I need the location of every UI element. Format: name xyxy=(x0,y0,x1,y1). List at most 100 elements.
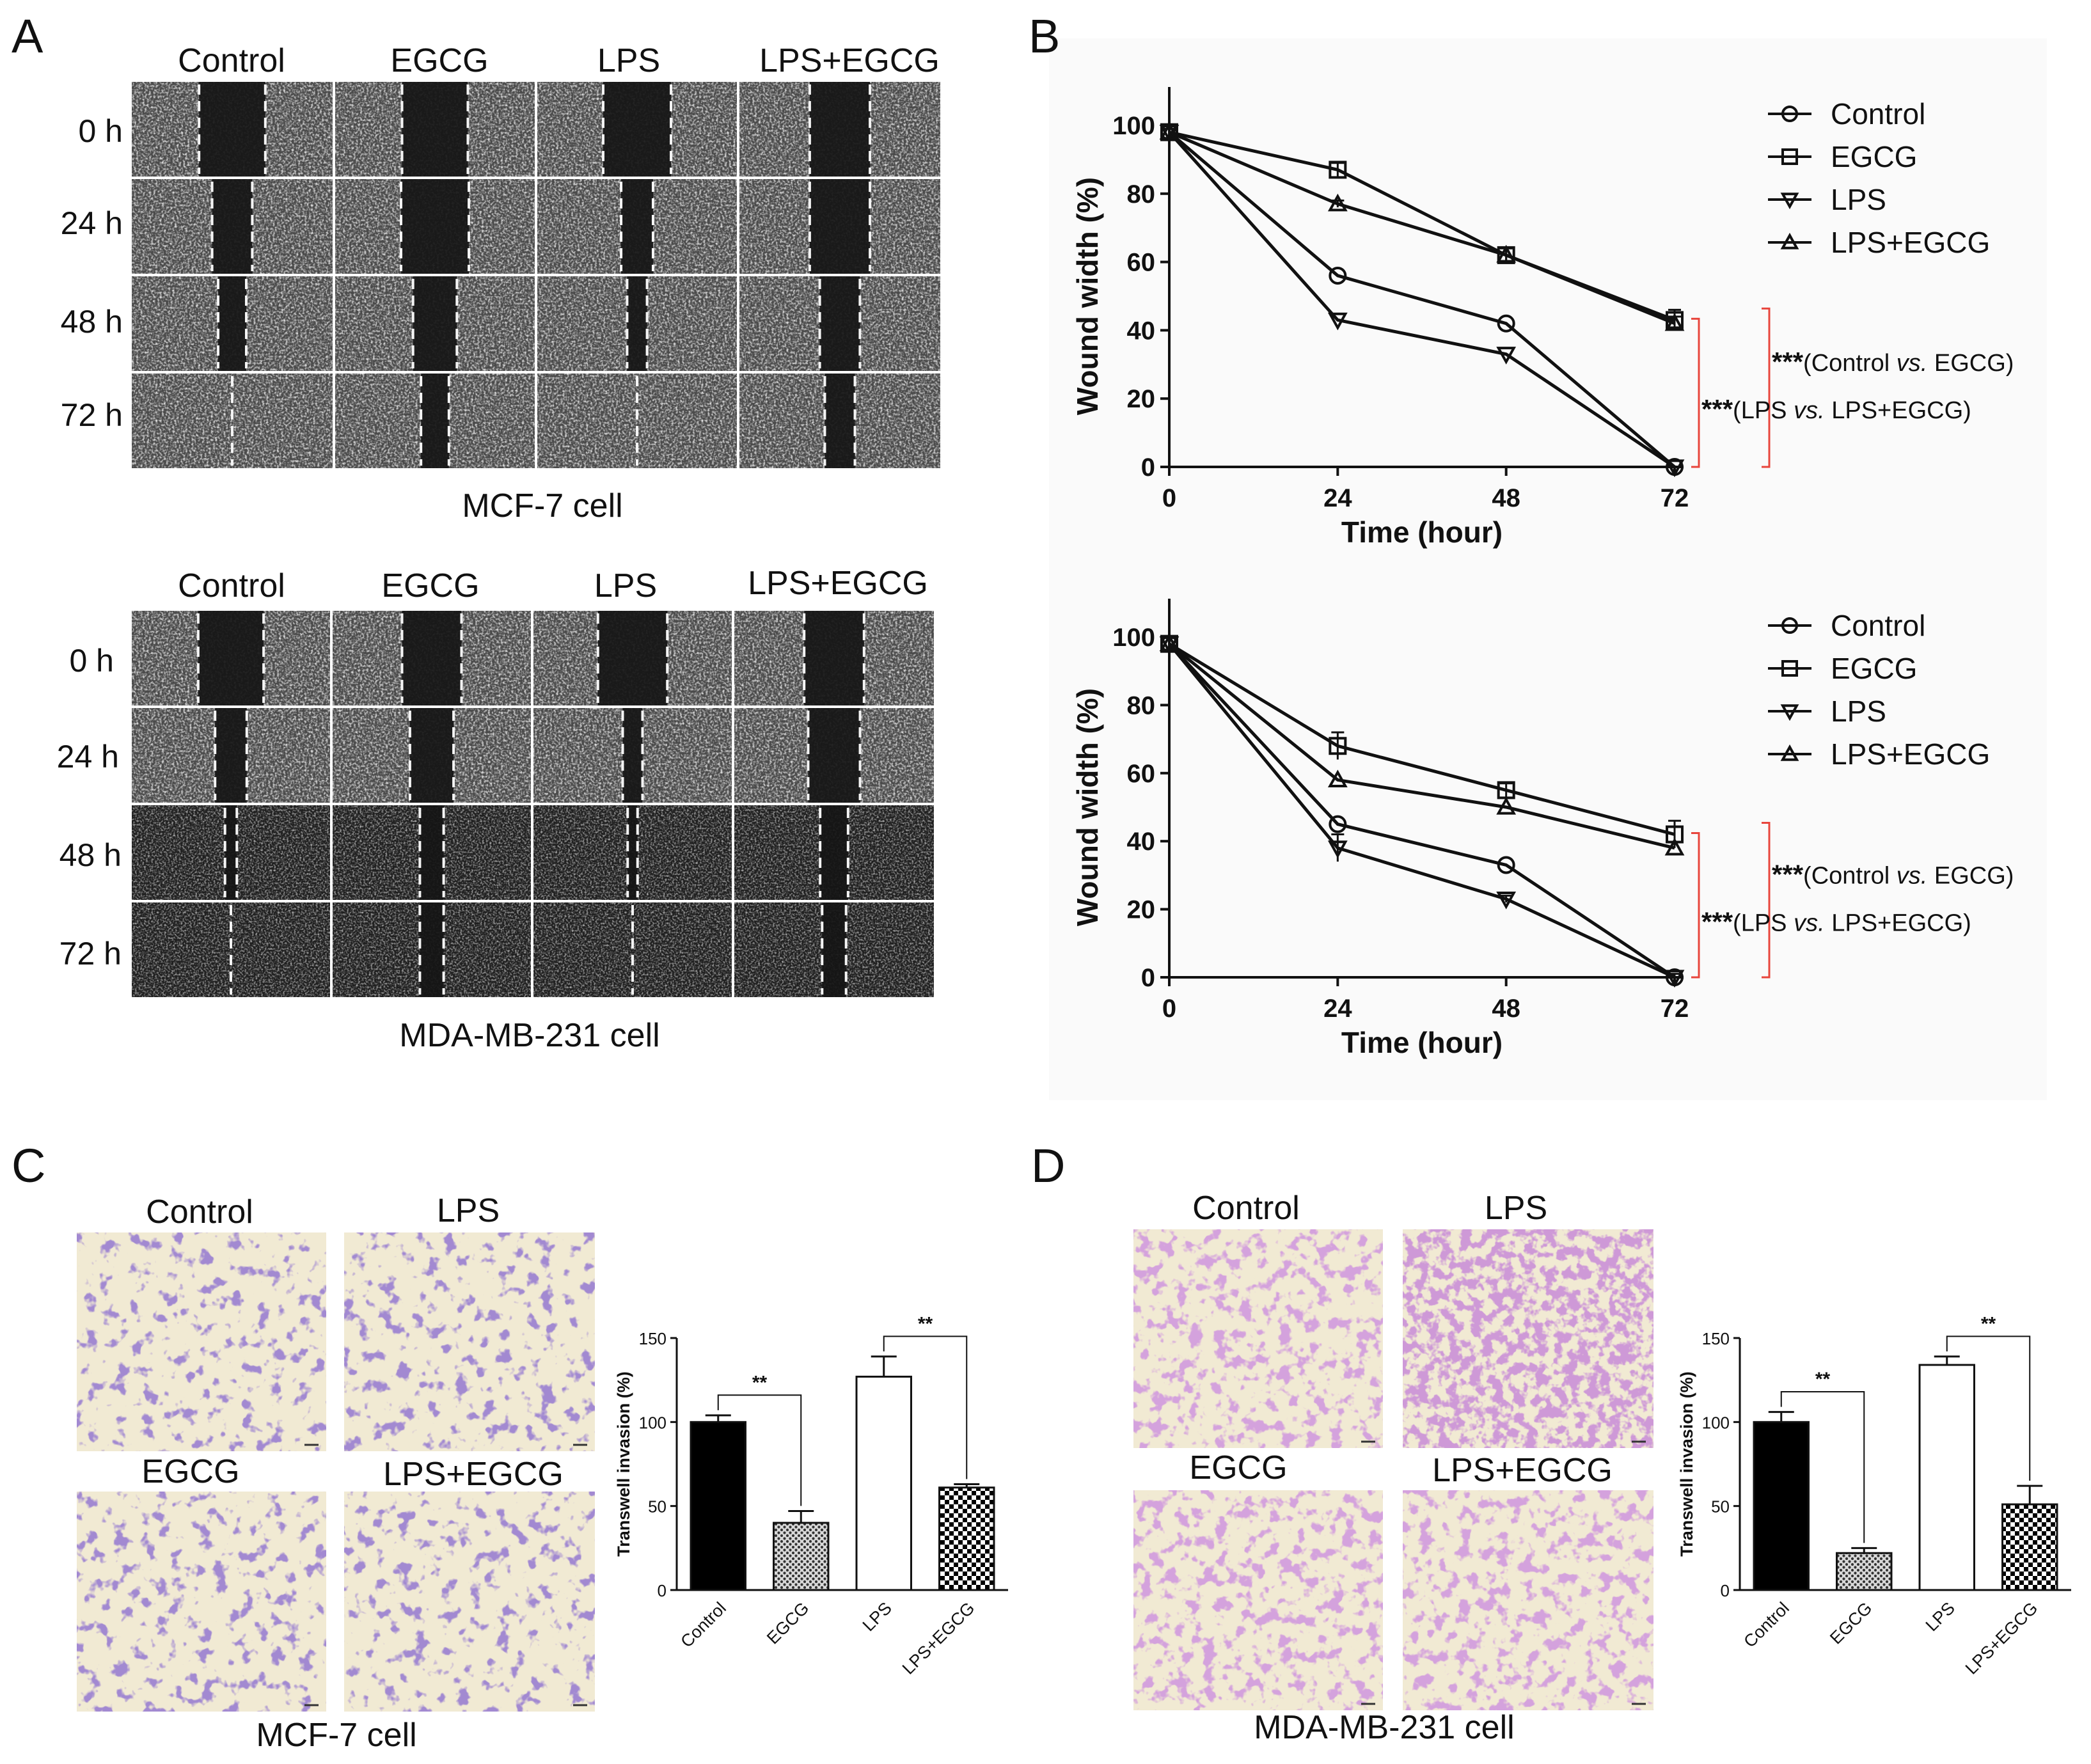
wound-gap xyxy=(413,276,457,371)
y-tick-label: 50 xyxy=(1711,1497,1730,1516)
series-line xyxy=(1169,130,1675,326)
caption-mda-wound: MDA-MB-231 cell xyxy=(399,1017,659,1054)
panel-letter-c: C xyxy=(12,1139,45,1192)
y-tick-label: 0 xyxy=(1721,1581,1730,1600)
data-point-triangle-down xyxy=(1780,704,1799,721)
series-line xyxy=(1168,642,1675,836)
wound-gap xyxy=(627,805,638,900)
panel-a: A Control EGCG LPS LPS+EGCG 0 h 24 h 48 … xyxy=(12,10,940,1054)
data-point-triangle-down xyxy=(1780,193,1799,210)
y-tick-label: 60 xyxy=(1127,760,1156,788)
significance-stars: *** xyxy=(1772,347,1804,377)
stained-cells xyxy=(77,1232,326,1451)
wound-gap xyxy=(402,82,468,177)
x-category-label: LPS xyxy=(1922,1598,1959,1635)
wound-gap xyxy=(808,708,860,803)
y-tick-label: 60 xyxy=(1127,249,1156,277)
bar xyxy=(2001,1503,2058,1591)
micrograph-texture xyxy=(132,902,330,997)
grid-header-control: Control xyxy=(178,42,285,79)
significance-vs: vs. xyxy=(1897,350,1928,377)
wound-gap xyxy=(420,805,444,900)
significance-text: LPS+EGCG) xyxy=(1825,397,1971,424)
caption-mcf7-transwell: MCF-7 cell xyxy=(256,1717,416,1754)
image-label-lps: LPS xyxy=(437,1192,500,1229)
legend-label: LPS+EGCG xyxy=(1831,226,1990,259)
wound-gap xyxy=(225,805,237,900)
y-tick-label: 50 xyxy=(648,1497,667,1516)
data-point-triangle-up xyxy=(1159,633,1180,652)
wound-gap xyxy=(212,179,253,274)
significance-label: ***(Control vs. EGCG) xyxy=(1772,347,2014,377)
stained-cells xyxy=(77,1492,326,1712)
micrograph-grid-mcf7 xyxy=(132,82,940,468)
series-line xyxy=(1168,643,1676,979)
grid-header-egcg: EGCG xyxy=(381,567,479,604)
wound-gap xyxy=(621,179,653,274)
x-tick-label: 0 xyxy=(1162,484,1176,512)
panel-c: C Control LPS EGCG LPS+EGCG MCF-7 cell 0… xyxy=(12,1139,1008,1754)
significance-stars: *** xyxy=(1701,906,1733,936)
significance-stars: ** xyxy=(1815,1369,1831,1390)
grid-row-label: 72 h xyxy=(61,397,123,433)
wound-gap xyxy=(603,82,672,177)
micrograph-texture xyxy=(537,374,737,468)
data-point-square xyxy=(1329,737,1347,755)
wound-gap xyxy=(809,179,871,274)
wound-gap xyxy=(820,805,848,900)
x-axis-title: Time (hour) xyxy=(1341,516,1503,549)
y-axis-title: Wound width (%) xyxy=(1071,688,1104,926)
y-axis-title: Wound width (%) xyxy=(1071,177,1104,415)
bar xyxy=(1753,1421,1810,1591)
x-tick-label: 48 xyxy=(1492,995,1520,1023)
significance-bracket xyxy=(1780,1391,1865,1543)
y-tick-label: 0 xyxy=(1141,453,1155,482)
micrograph-texture xyxy=(533,902,732,997)
significance-text: LPS+EGCG) xyxy=(1825,910,1971,936)
y-axis-title: Transwell invasion (%) xyxy=(614,1371,633,1557)
x-category-label: LPS+EGCG xyxy=(1962,1598,2042,1678)
caption-mda-transwell: MDA-MB-231 cell xyxy=(1254,1709,1514,1746)
grid-row-label: 24 h xyxy=(57,739,119,775)
wound-gap xyxy=(402,611,462,705)
image-label-control: Control xyxy=(1192,1190,1300,1227)
significance-label: ***(LPS vs. LPS+EGCG) xyxy=(1701,394,1971,424)
data-point-triangle-down xyxy=(1664,459,1685,478)
data-point-triangle-down xyxy=(1664,970,1685,988)
x-tick-label: 72 xyxy=(1661,484,1689,512)
micrograph-grid-mda xyxy=(132,611,934,997)
y-tick-label: 80 xyxy=(1127,691,1156,720)
wound-gap xyxy=(819,276,860,371)
grid-row-label: 48 h xyxy=(61,304,123,340)
grid-row-label: 0 h xyxy=(78,113,123,149)
significance-bracket xyxy=(883,1335,968,1479)
wound-gap xyxy=(421,374,449,468)
legend-label: Control xyxy=(1831,97,1925,130)
grid-row-label: 48 h xyxy=(59,837,122,873)
data-point-circle xyxy=(1781,617,1798,634)
legend-label: EGCG xyxy=(1831,140,1917,173)
y-tick-label: 0 xyxy=(658,1581,667,1600)
stained-cells xyxy=(1133,1490,1383,1710)
data-point-triangle-up xyxy=(1496,244,1517,263)
stained-cells xyxy=(1403,1490,1653,1710)
y-tick-label: 80 xyxy=(1127,180,1156,209)
significance-vs: vs. xyxy=(1794,910,1825,936)
wound-gap xyxy=(400,179,469,274)
significance-text: (Control xyxy=(1803,350,1897,377)
data-point-triangle-up xyxy=(1327,769,1348,788)
series-line xyxy=(1168,131,1676,469)
image-label-lps: LPS xyxy=(1485,1190,1547,1227)
data-point-triangle-down xyxy=(1327,840,1348,858)
wound-gap xyxy=(825,374,855,468)
image-label-control: Control xyxy=(146,1193,253,1231)
y-tick-label: 150 xyxy=(639,1329,667,1348)
y-tick-label: 20 xyxy=(1127,385,1156,413)
y-tick-label: 150 xyxy=(1702,1329,1730,1348)
significance-text: (LPS xyxy=(1733,910,1794,936)
data-point-triangle-up xyxy=(1159,122,1180,140)
x-tick-label: 24 xyxy=(1323,484,1352,512)
bar-chart-mcf7: 0 50 100 150 Transwell invasion (%) Control EG… xyxy=(614,1313,1008,1678)
wound-gap xyxy=(215,708,247,803)
